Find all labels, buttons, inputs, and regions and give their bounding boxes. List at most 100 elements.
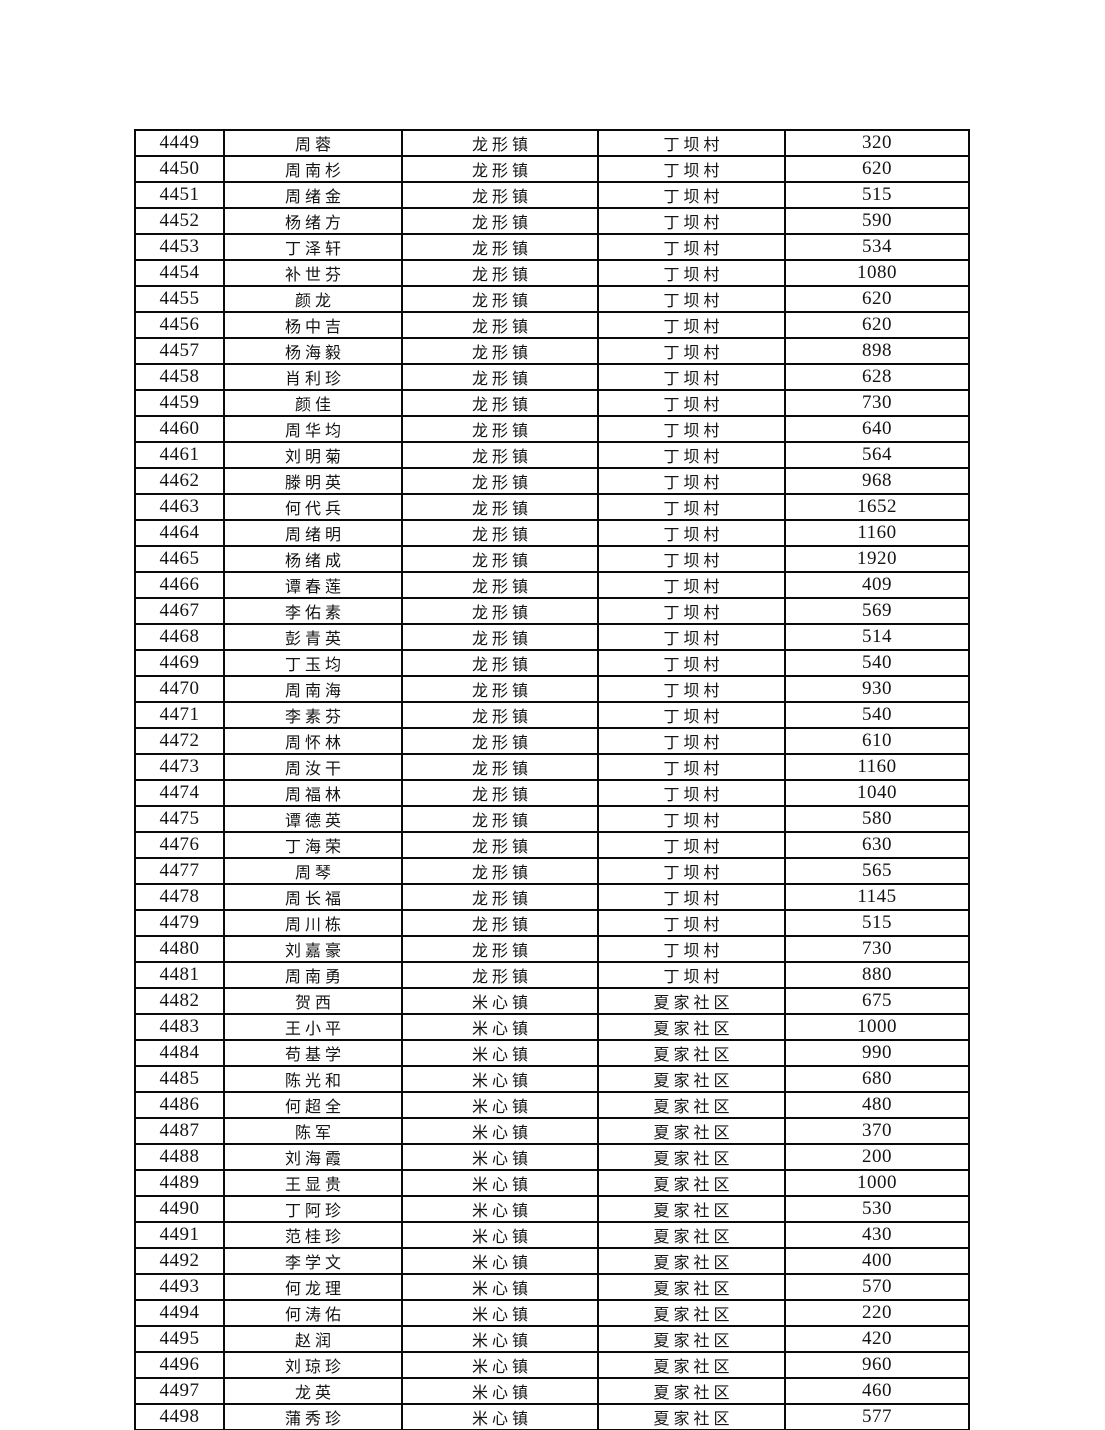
village-cell: 夏家社区 <box>597 1117 786 1145</box>
serial-cell: 4479 <box>134 909 225 937</box>
town-cell: 龙形镇 <box>401 129 599 157</box>
village-cell: 夏家社区 <box>597 1247 786 1275</box>
name-cell: 刘琼珍 <box>223 1351 403 1379</box>
name-cell: 周南勇 <box>223 961 403 989</box>
table-row: 4469 丁玉均 龙形镇 丁坝村 540 <box>134 649 970 677</box>
table-row: 4451 周绪金 龙形镇 丁坝村 515 <box>134 181 970 209</box>
town-cell: 龙形镇 <box>401 727 599 755</box>
name-cell: 杨绪成 <box>223 545 403 573</box>
amount-cell: 640 <box>784 415 970 443</box>
serial-cell: 4476 <box>134 831 225 859</box>
amount-cell: 200 <box>784 1143 970 1171</box>
serial-cell: 4485 <box>134 1065 225 1093</box>
town-cell: 米心镇 <box>401 1299 599 1327</box>
town-cell: 米心镇 <box>401 1013 599 1041</box>
village-cell: 夏家社区 <box>597 1091 786 1119</box>
serial-cell: 4469 <box>134 649 225 677</box>
table-row: 4461 刘明菊 龙形镇 丁坝村 564 <box>134 441 970 469</box>
village-cell: 丁坝村 <box>597 285 786 313</box>
town-cell: 龙形镇 <box>401 155 599 183</box>
name-cell: 周南杉 <box>223 155 403 183</box>
town-cell: 龙形镇 <box>401 857 599 885</box>
village-cell: 夏家社区 <box>597 1195 786 1223</box>
village-cell: 丁坝村 <box>597 961 786 989</box>
village-cell: 夏家社区 <box>597 987 786 1015</box>
serial-cell: 4466 <box>134 571 225 599</box>
village-cell: 丁坝村 <box>597 597 786 625</box>
name-cell: 周怀林 <box>223 727 403 755</box>
serial-cell: 4496 <box>134 1351 225 1379</box>
village-cell: 丁坝村 <box>597 831 786 859</box>
name-cell: 谭德英 <box>223 805 403 833</box>
village-cell: 丁坝村 <box>597 753 786 781</box>
village-cell: 夏家社区 <box>597 1039 786 1067</box>
table-row: 4473 周汝干 龙形镇 丁坝村 1160 <box>134 753 970 781</box>
village-cell: 丁坝村 <box>597 441 786 469</box>
serial-cell: 4484 <box>134 1039 225 1067</box>
town-cell: 龙形镇 <box>401 389 599 417</box>
amount-cell: 898 <box>784 337 970 365</box>
name-cell: 李素芬 <box>223 701 403 729</box>
village-cell: 丁坝村 <box>597 467 786 495</box>
name-cell: 补世芬 <box>223 259 403 287</box>
town-cell: 龙形镇 <box>401 675 599 703</box>
name-cell: 陈光和 <box>223 1065 403 1093</box>
name-cell: 刘海霞 <box>223 1143 403 1171</box>
name-cell: 周蓉 <box>223 129 403 157</box>
serial-cell: 4461 <box>134 441 225 469</box>
name-cell: 赵润 <box>223 1325 403 1353</box>
name-cell: 李佑素 <box>223 597 403 625</box>
name-cell: 龙英 <box>223 1377 403 1405</box>
village-cell: 夏家社区 <box>597 1377 786 1405</box>
name-cell: 贺西 <box>223 987 403 1015</box>
serial-cell: 4486 <box>134 1091 225 1119</box>
amount-cell: 675 <box>784 987 970 1015</box>
table-row: 4481 周南勇 龙形镇 丁坝村 880 <box>134 961 970 989</box>
serial-cell: 4477 <box>134 857 225 885</box>
serial-cell: 4449 <box>134 129 225 157</box>
serial-cell: 4481 <box>134 961 225 989</box>
table-row: 4450 周南杉 龙形镇 丁坝村 620 <box>134 155 970 183</box>
town-cell: 米心镇 <box>401 1351 599 1379</box>
town-cell: 龙形镇 <box>401 493 599 521</box>
serial-cell: 4450 <box>134 155 225 183</box>
table-row: 4480 刘嘉豪 龙形镇 丁坝村 730 <box>134 935 970 963</box>
table-row: 4449 周蓉 龙形镇 丁坝村 320 <box>134 129 970 157</box>
name-cell: 何龙理 <box>223 1273 403 1301</box>
serial-cell: 4488 <box>134 1143 225 1171</box>
serial-cell: 4460 <box>134 415 225 443</box>
amount-cell: 590 <box>784 207 970 235</box>
table-row: 4464 周绪明 龙形镇 丁坝村 1160 <box>134 519 970 547</box>
name-cell: 滕明英 <box>223 467 403 495</box>
table-row: 4487 陈军 米心镇 夏家社区 370 <box>134 1117 970 1145</box>
town-cell: 龙形镇 <box>401 207 599 235</box>
serial-cell: 4464 <box>134 519 225 547</box>
village-cell: 丁坝村 <box>597 155 786 183</box>
table-row: 4482 贺西 米心镇 夏家社区 675 <box>134 987 970 1015</box>
amount-cell: 370 <box>784 1117 970 1145</box>
town-cell: 龙形镇 <box>401 311 599 339</box>
serial-cell: 4482 <box>134 987 225 1015</box>
table-row: 4476 丁海荣 龙形镇 丁坝村 630 <box>134 831 970 859</box>
name-cell: 刘嘉豪 <box>223 935 403 963</box>
amount-cell: 409 <box>784 571 970 599</box>
table-row: 4484 苟基学 米心镇 夏家社区 990 <box>134 1039 970 1067</box>
table-row: 4475 谭德英 龙形镇 丁坝村 580 <box>134 805 970 833</box>
amount-cell: 1000 <box>784 1013 970 1041</box>
amount-cell: 514 <box>784 623 970 651</box>
village-cell: 丁坝村 <box>597 415 786 443</box>
village-cell: 夏家社区 <box>597 1299 786 1327</box>
table-row: 4493 何龙理 米心镇 夏家社区 570 <box>134 1273 970 1301</box>
village-cell: 丁坝村 <box>597 363 786 391</box>
amount-cell: 540 <box>784 701 970 729</box>
table-row: 4485 陈光和 米心镇 夏家社区 680 <box>134 1065 970 1093</box>
serial-cell: 4480 <box>134 935 225 963</box>
town-cell: 龙形镇 <box>401 597 599 625</box>
name-cell: 周华均 <box>223 415 403 443</box>
serial-cell: 4463 <box>134 493 225 521</box>
town-cell: 米心镇 <box>401 1117 599 1145</box>
amount-cell: 930 <box>784 675 970 703</box>
town-cell: 米心镇 <box>401 1403 599 1430</box>
amount-cell: 530 <box>784 1195 970 1223</box>
village-cell: 夏家社区 <box>597 1403 786 1430</box>
